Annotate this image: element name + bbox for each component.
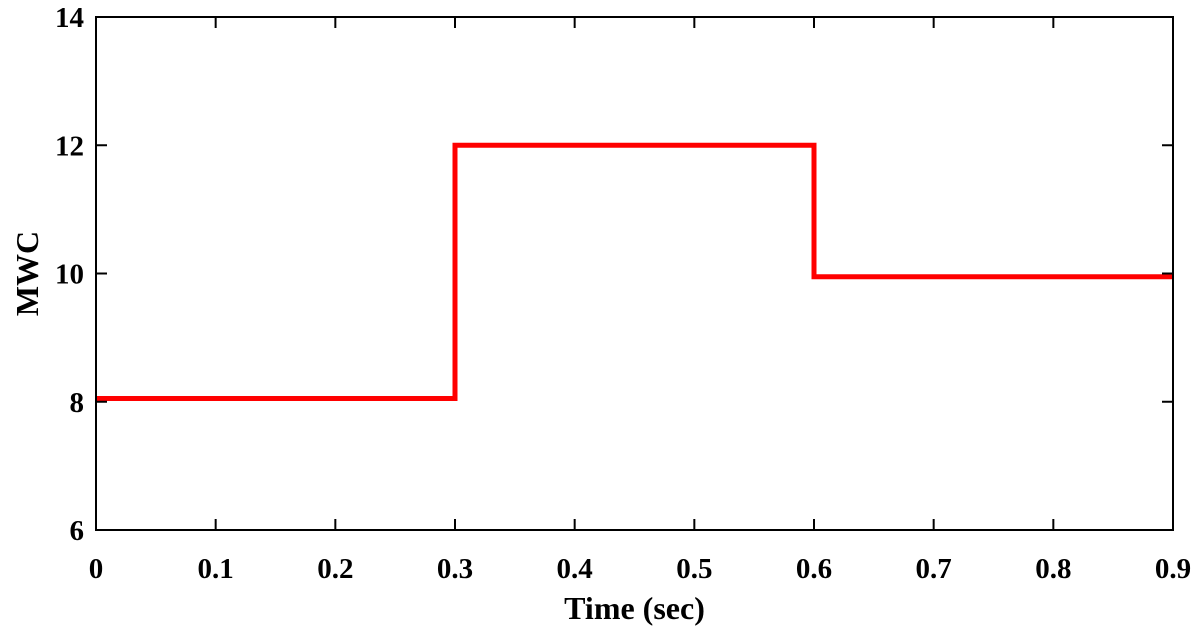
y-tick-label: 6 (70, 515, 85, 547)
x-tick-label: 0.3 (437, 553, 473, 585)
series-line (96, 142, 1173, 401)
tick-marks (95, 16, 1174, 531)
x-tick-label: 0.7 (916, 553, 952, 585)
x-axis-title: Time (sec) (564, 590, 705, 626)
y-tick-label: 8 (70, 387, 85, 419)
y-tick-label: 14 (55, 2, 84, 34)
x-tick-label: 0.4 (557, 553, 593, 585)
axes-frame (95, 16, 1174, 531)
x-tick-label: 0.2 (317, 553, 353, 585)
x-tick-label: 0.9 (1155, 553, 1191, 585)
y-tick-label: 10 (55, 259, 84, 291)
y-tick-labels: 6 8 10 12 14 (55, 2, 84, 547)
plot-area (96, 142, 1173, 401)
x-tick-label: 0.6 (796, 553, 832, 585)
x-tick-label: 0 (89, 553, 104, 585)
y-tick-label: 12 (55, 130, 84, 162)
x-tick-label: 0.1 (198, 553, 234, 585)
x-tick-label: 0.8 (1035, 553, 1071, 585)
x-tick-label: 0.5 (676, 553, 712, 585)
x-tick-labels: 0 0.1 0.2 0.3 0.4 0.5 0.6 0.7 0.8 0.9 (89, 553, 1191, 585)
y-axis-title: MWC (9, 231, 45, 316)
